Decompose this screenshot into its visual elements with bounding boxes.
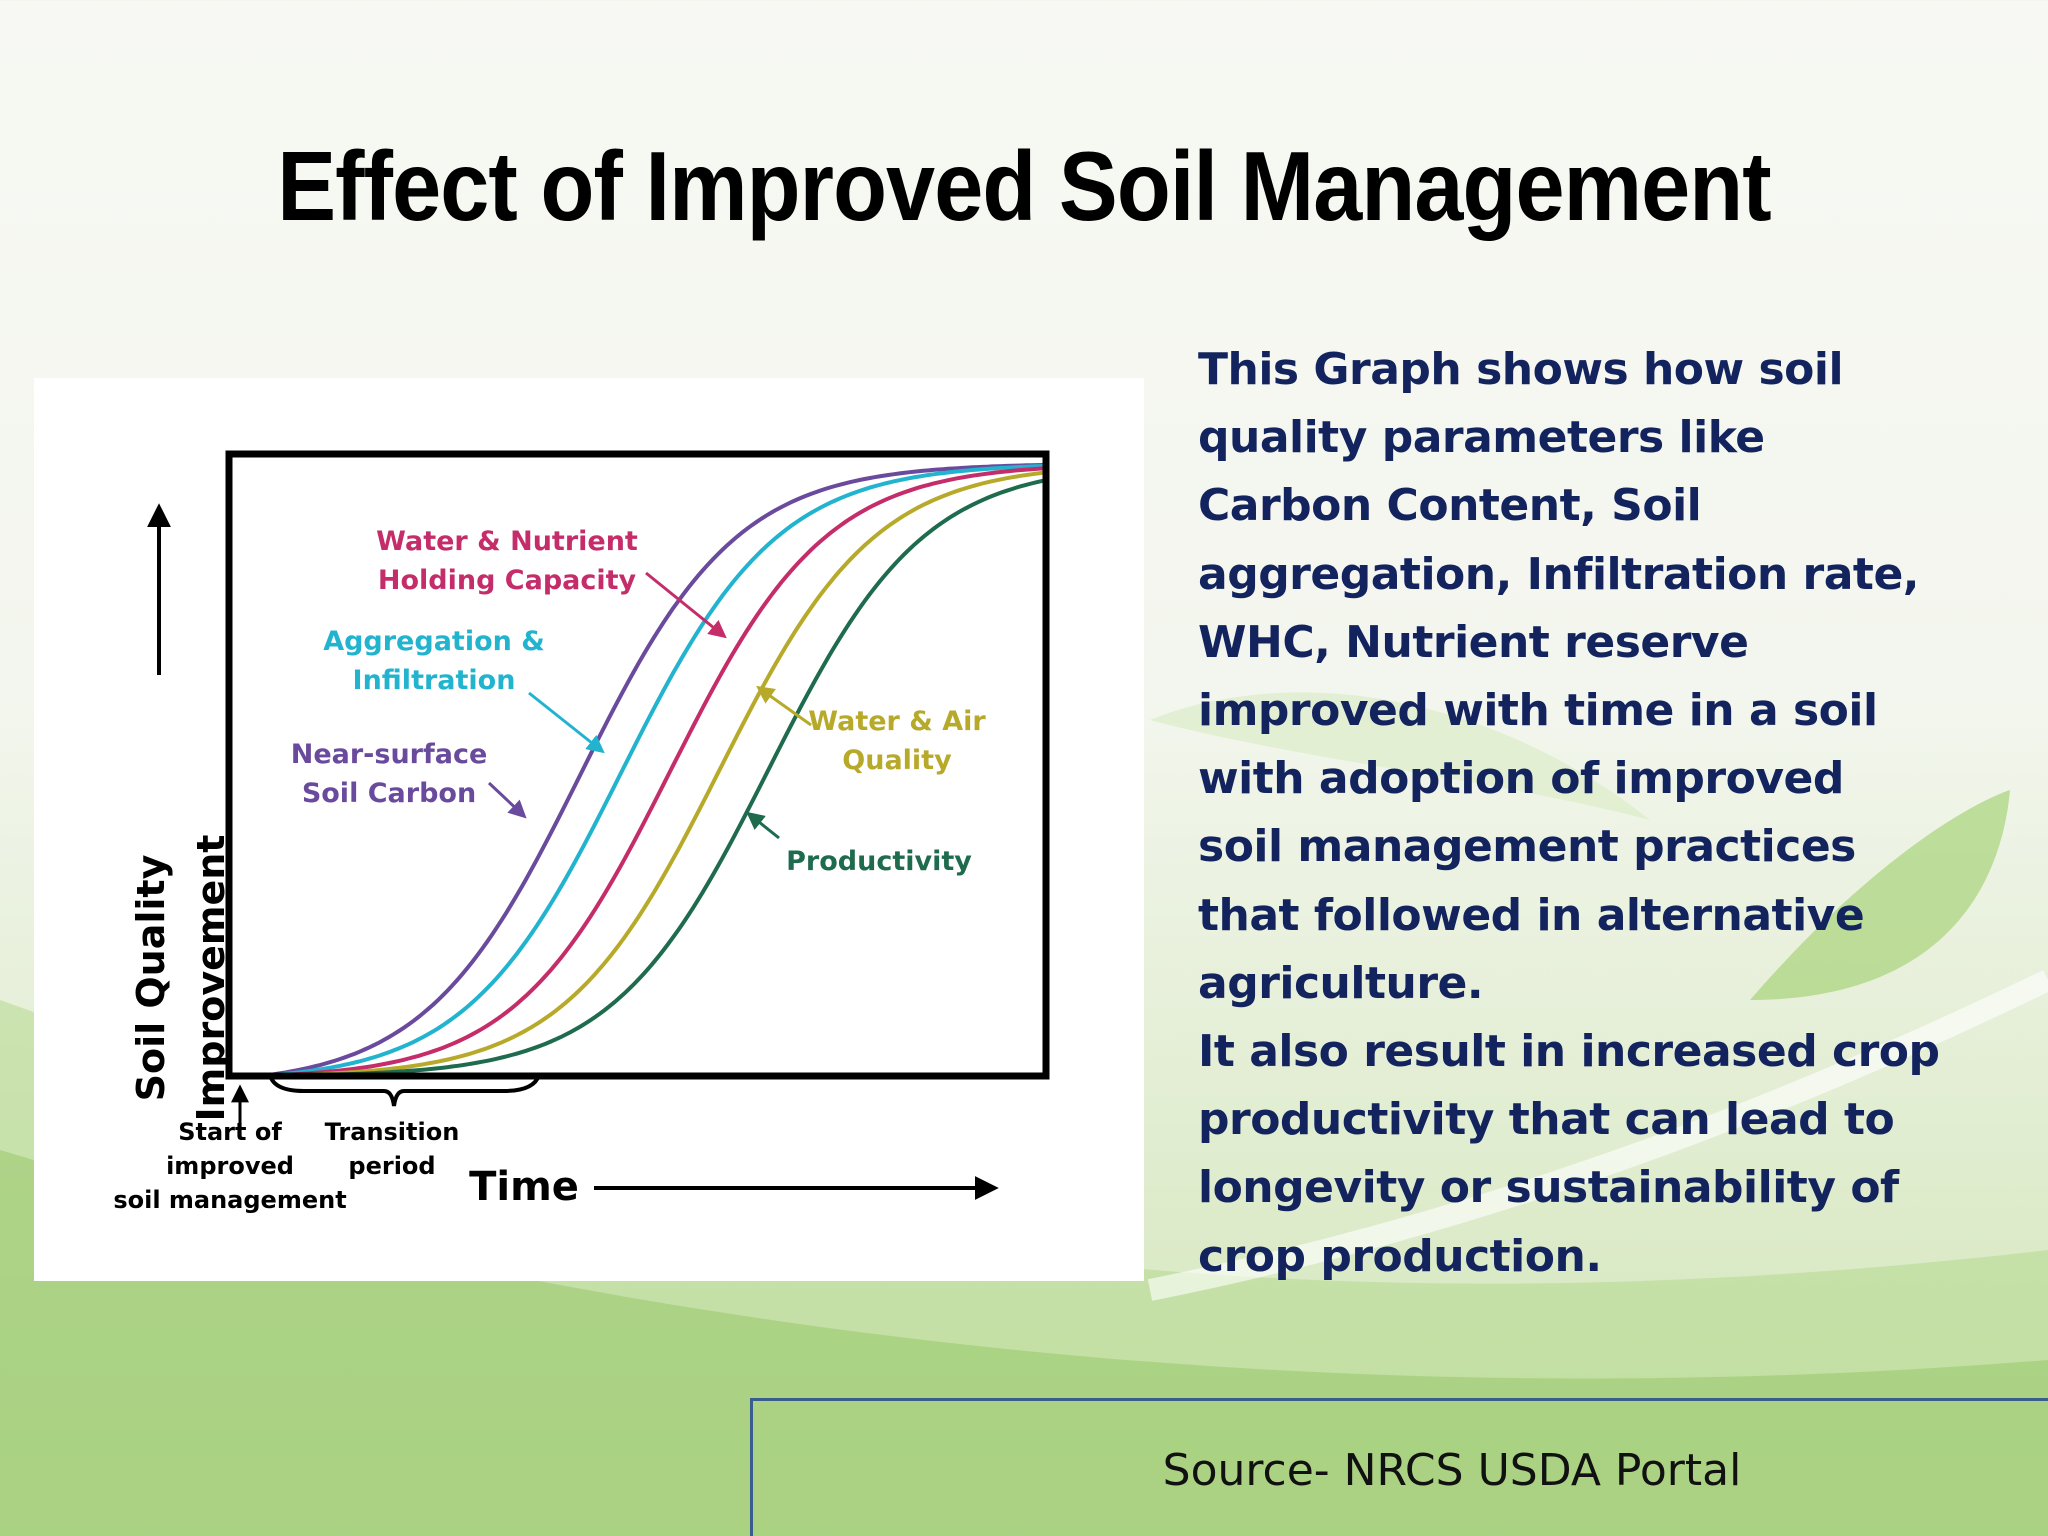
x-axis-label: Time [469, 1164, 579, 1210]
series-label-0: Soil Carbon [302, 778, 476, 809]
start-label: Start of [178, 1118, 282, 1146]
start-label: soil management [113, 1186, 346, 1214]
slide-title: Effect of Improved Soil Management [277, 131, 1771, 241]
series-arrow-3 [756, 685, 812, 727]
series-line-3 [261, 470, 1047, 1078]
series-label-1: Infiltration [353, 665, 516, 696]
plot-frame [225, 450, 1050, 1080]
series-line-2 [261, 466, 1047, 1078]
series-label-2: Water & Nutrient [376, 526, 638, 557]
series-label-2: Holding Capacity [378, 565, 637, 596]
soil-quality-chart: Near-surface Soil Carbon Aggregation & Infi… [113, 450, 1050, 1214]
description-paragraph-2: It also result in increased crop product… [1198, 1026, 1940, 1282]
source-text: Source- NRCS USDA Portal [1162, 1445, 1742, 1496]
chart-figure: Near-surface Soil Carbon Aggregation & Infi… [34, 378, 1144, 1281]
series-arrow-4 [746, 811, 780, 840]
series-label-4: Productivity [786, 846, 972, 877]
description-paragraph-1: This Graph shows how soil quality parame… [1198, 344, 1920, 1009]
transition-label: period [348, 1152, 435, 1180]
series-label-1: Aggregation & [323, 626, 545, 657]
series-arrow-1 [528, 691, 605, 754]
series-label-0: Near-surface [291, 739, 488, 770]
series-label-3: Water & Air [808, 706, 986, 737]
series-line-0 [261, 462, 1047, 1078]
description-text: This Graph shows how soil quality parame… [1198, 336, 2018, 1291]
source-box: Source- NRCS USDA Portal [750, 1398, 2048, 1536]
series-arrow-2 [645, 571, 727, 639]
transition-label: Transition [325, 1118, 460, 1146]
series-label-3: Quality [842, 745, 952, 776]
y-axis-label-line2: Improvement [189, 835, 233, 1122]
series-line-4 [261, 478, 1047, 1078]
y-axis-label-line1: Soil Quality [129, 854, 173, 1101]
start-label: improved [166, 1152, 294, 1180]
transition-brace [268, 1074, 541, 1107]
series-line-1 [261, 464, 1047, 1078]
series-arrow-0 [487, 781, 527, 819]
